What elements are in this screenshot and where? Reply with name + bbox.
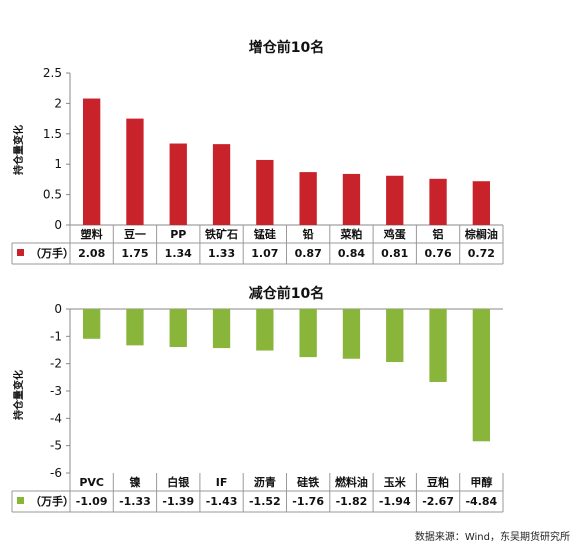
increase-bar: [82, 98, 101, 225]
increase-category-label: PP: [170, 228, 186, 241]
increase-category-label: 铅: [303, 227, 314, 241]
decrease-y-tick-label: -4: [50, 411, 62, 425]
decrease-bar: [299, 309, 317, 358]
increase-value-label: 1.75: [121, 247, 148, 260]
decrease-y-tick-label: -2: [50, 357, 62, 371]
increase-y-axis-label: 持仓量变化: [12, 125, 25, 175]
source-note: 数据来源：Wind，东吴期货研究所: [414, 532, 570, 543]
increase-bar: [472, 181, 491, 225]
increase-value-label: 1.33: [208, 247, 235, 260]
decrease-category-label: 甲醇: [470, 475, 492, 489]
increase-value-label: 0.81: [381, 247, 408, 260]
increase-value-label: 0.87: [295, 247, 322, 260]
decrease-bar: [126, 309, 144, 346]
increase-y-tick-label: 1.5: [43, 127, 62, 141]
increase-value-label: 0.72: [468, 247, 495, 260]
decrease-y-tick-label: 0: [54, 302, 62, 316]
increase-bar: [429, 178, 447, 225]
increase-legend-swatch: [17, 249, 24, 256]
decrease-y-axis-label: 持仓量变化: [12, 370, 25, 420]
decrease-y-tick-label: -6: [50, 466, 62, 480]
increase-value-label: 0.84: [338, 247, 365, 260]
increase-bar: [126, 118, 144, 225]
increase-value-label: 1.34: [165, 247, 192, 260]
increase-bar: [212, 144, 231, 225]
decrease-y-tick-label: -1: [50, 329, 62, 343]
increase-category-label: 菜粕: [339, 227, 362, 241]
decrease-category-label: 白银: [167, 475, 190, 489]
decrease-value-label: -1.76: [292, 495, 324, 508]
decrease-category-label: IF: [216, 476, 228, 489]
increase-category-label: 铁矿石: [205, 227, 238, 241]
decrease-legend-label: （万手）: [30, 494, 74, 508]
decrease-category-label: 燃料油: [334, 475, 368, 489]
increase-bar: [342, 173, 361, 225]
increase-y-tick-label: 0.5: [43, 188, 62, 202]
increase-bar: [256, 159, 274, 225]
decrease-bar: [342, 309, 361, 359]
decrease-legend-swatch: [17, 497, 24, 504]
increase-y-tick-label: 1: [54, 157, 62, 171]
increase-y-tick-label: 2: [54, 96, 62, 110]
decrease-value-label: -4.84: [465, 495, 497, 508]
decrease-bar: [169, 309, 187, 347]
decrease-category-label: 豆粕: [427, 475, 449, 489]
increase-category-label: 铝: [433, 227, 444, 241]
decrease-bar: [256, 309, 274, 351]
decrease-value-label: -2.67: [422, 495, 454, 508]
decrease-value-label: -1.39: [162, 495, 194, 508]
increase-chart-title: 增仓前10名: [249, 39, 324, 56]
increase-bar: [386, 175, 404, 225]
decrease-bar: [429, 309, 447, 382]
decrease-bar: [386, 309, 404, 363]
increase-value-label: 1.07: [251, 247, 278, 260]
decrease-chart-title: 减仓前10名: [249, 285, 324, 302]
decrease-category-label: 镍: [129, 475, 140, 489]
decrease-bar: [212, 309, 231, 349]
decrease-y-tick-label: -5: [50, 439, 62, 453]
decrease-category-label: 玉米: [384, 475, 407, 489]
decrease-value-label: -1.33: [119, 495, 151, 508]
increase-category-label: 鸡蛋: [383, 227, 407, 241]
decrease-value-label: -1.09: [76, 495, 108, 508]
increase-bar: [299, 172, 317, 225]
decrease-value-label: -1.43: [206, 495, 238, 508]
decrease-bar: [472, 309, 491, 442]
increase-category-label: 塑料: [81, 227, 103, 241]
increase-value-label: 2.08: [78, 247, 105, 260]
increase-bar: [169, 143, 187, 225]
increase-y-tick-label: 0: [54, 218, 62, 232]
increase-y-tick-label: 2.5: [43, 66, 62, 80]
increase-category-label: 豆一: [124, 228, 146, 241]
increase-category-label: 锰硅: [254, 227, 276, 241]
decrease-category-label: 硅铁: [297, 475, 319, 489]
decrease-category-label: 沥青: [254, 475, 276, 489]
decrease-category-label: PVC: [79, 476, 104, 489]
increase-legend-label: （万手）: [30, 246, 74, 260]
decrease-bar: [82, 309, 101, 339]
increase-category-label: 棕榈油: [464, 227, 498, 241]
decrease-y-tick-label: -3: [50, 384, 62, 398]
increase-value-label: 0.76: [424, 247, 451, 260]
decrease-value-label: -1.82: [336, 495, 368, 508]
decrease-value-label: -1.52: [249, 495, 281, 508]
decrease-value-label: -1.94: [379, 495, 411, 508]
